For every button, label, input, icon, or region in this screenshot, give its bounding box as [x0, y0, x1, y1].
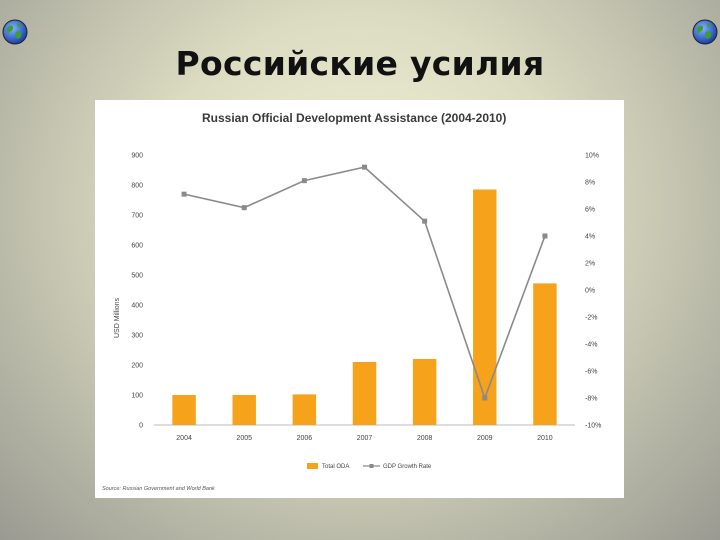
legend-label-total-oda: Total ODA	[322, 464, 349, 470]
y2-tick-label: 10%	[585, 153, 599, 160]
oda-chart: Russian Official Development Assistance …	[102, 111, 601, 492]
y2-tick-label: 4%	[585, 234, 595, 241]
y2-tick-label: -10%	[585, 423, 601, 430]
bar	[232, 395, 256, 425]
bar	[172, 395, 196, 425]
x-tick-label: 2009	[477, 435, 493, 442]
line-point	[362, 164, 367, 170]
bar	[352, 362, 377, 425]
y2-tick-label: 8%	[585, 180, 595, 187]
globe-icon	[2, 19, 28, 45]
globe-icon	[692, 19, 718, 45]
legend-swatch-total-oda	[307, 463, 318, 469]
y-tick-label: 700	[131, 213, 143, 220]
line-point	[241, 205, 247, 211]
bar	[292, 394, 317, 425]
y2-tick-label: -4%	[585, 342, 597, 349]
y-tick-label: 900	[131, 153, 143, 160]
x-tick-label: 2010	[537, 435, 553, 442]
line-point	[301, 178, 307, 184]
x-tick-label: 2008	[417, 435, 433, 442]
y2-tick-label: -8%	[585, 396, 597, 403]
bar	[473, 189, 497, 425]
x-tick-label: 2006	[297, 435, 313, 442]
slide-title: Российские усилия	[175, 44, 545, 83]
chart-title: Russian Official Development Assistance …	[202, 111, 506, 125]
y-axis-label: USD Millions	[114, 297, 121, 338]
y-tick-label: 100	[131, 393, 143, 400]
y-tick-label: 600	[131, 243, 143, 250]
y2-tick-label: -6%	[585, 369, 597, 376]
chart-card: Russian Official Development Assistance …	[95, 100, 624, 498]
legend-label-gdp: GDP Growth Rate	[383, 464, 432, 470]
line-point	[181, 191, 187, 197]
chart-source: Source: Russian Government and World Ban…	[102, 486, 215, 492]
y2-tick-label: 6%	[585, 207, 595, 214]
x-tick-label: 2007	[357, 435, 373, 442]
y2-tick-label: 0%	[585, 288, 595, 295]
legend-swatch-gdp-marker	[369, 464, 374, 468]
y2-tick-label: 2%	[585, 261, 595, 268]
bar	[412, 359, 437, 425]
y-tick-label: 500	[131, 273, 143, 280]
line-point	[482, 395, 488, 401]
line-point	[542, 233, 548, 239]
x-tick-label: 2004	[176, 435, 192, 442]
line-point	[422, 218, 428, 224]
x-tick-label: 2005	[236, 435, 252, 442]
y-tick-label: 0	[139, 423, 143, 430]
bar	[533, 283, 557, 425]
y-tick-label: 400	[131, 303, 143, 310]
y-tick-label: 200	[131, 363, 143, 370]
y2-tick-label: -2%	[585, 315, 597, 322]
y-tick-label: 800	[131, 183, 143, 190]
y-tick-label: 300	[131, 333, 143, 340]
